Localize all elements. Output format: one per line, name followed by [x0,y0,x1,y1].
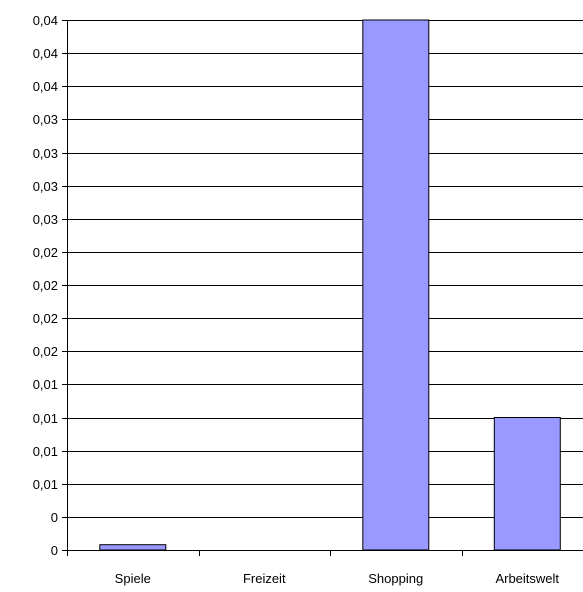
y-tick-label: 0,03 [33,146,58,161]
y-tick-label: 0,04 [33,46,58,61]
y-tick-label: 0,02 [33,245,58,260]
x-tick-label-freizeit: Freizeit [243,571,286,586]
x-tick-label-spiele: Spiele [115,571,151,586]
y-tick-label: 0,02 [33,311,58,326]
y-tick-label: 0,01 [33,411,58,426]
grid-lines [67,20,583,518]
x-tick-labels: Spiele Freizeit Shopping Arbeitswelt [115,571,560,586]
y-tick-label: 0,01 [33,377,58,392]
bar-arbeitswelt [493,417,561,551]
bars [99,19,561,551]
y-tick-label: 0,03 [33,212,58,227]
y-tick-labels: 0 0 0,01 0,01 0,01 0,01 0,02 0,02 0,02 0,02 0,03 0,… [33,13,58,558]
y-tick-label: 0,03 [33,179,58,194]
y-tick-label: 0 [51,510,58,525]
x-tick-label-shopping: Shopping [368,571,423,586]
y-tick-label: 0,04 [33,13,58,28]
x-tick-label-arbeitswelt: Arbeitswelt [495,571,559,586]
y-tick-label: 0,02 [33,344,58,359]
bar-spiele [99,544,167,551]
y-tick-label: 0,01 [33,477,58,492]
y-tick-label: 0,02 [33,278,58,293]
y-tick-label: 0,04 [33,79,58,94]
y-tick-label: 0,03 [33,112,58,127]
y-tick-label: 0,01 [33,444,58,459]
bar-shopping [362,19,430,551]
y-tick-label: 0 [51,543,58,558]
axes [62,20,583,556]
